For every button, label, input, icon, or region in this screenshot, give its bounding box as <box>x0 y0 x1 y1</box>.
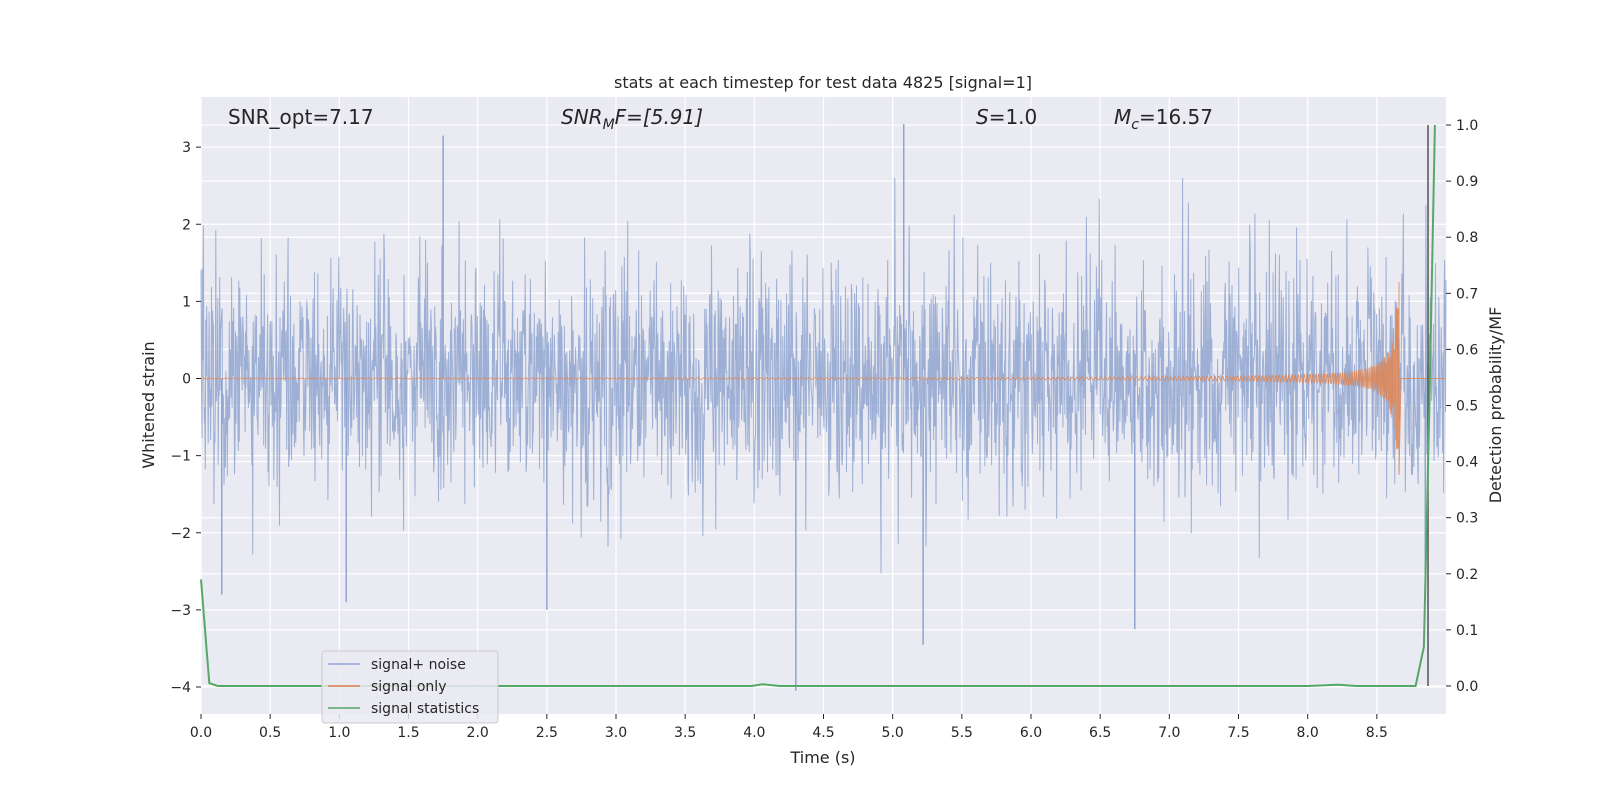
y-tick-label-left: −2 <box>170 526 191 542</box>
y-tick-label-right: 0.6 <box>1456 342 1478 358</box>
x-tick-label: 5.0 <box>882 725 904 741</box>
x-tick-label: 3.0 <box>605 725 627 741</box>
x-tick-label: 0.5 <box>259 725 281 741</box>
x-tick-label: 4.5 <box>812 725 834 741</box>
legend: signal+ noise signal only signal statist… <box>321 650 499 724</box>
annotation-snr-opt: SNR_opt=7.17 <box>228 105 374 129</box>
y-tick-label-left: 1 <box>182 294 191 310</box>
annotation-snr-mf-main: SNR <box>561 105 603 129</box>
x-tick-label: 4.0 <box>743 725 765 741</box>
x-tick-label: 7.0 <box>1158 725 1180 741</box>
y-tick-label-left: −3 <box>170 603 191 619</box>
y-tick-label-right: 0.4 <box>1456 455 1478 471</box>
annotation-mc: Mc=16.57 <box>1114 105 1213 133</box>
y-tick-label-right: 0.0 <box>1456 679 1478 695</box>
x-tick-label: 6.5 <box>1089 725 1111 741</box>
y-tick-label-left: 2 <box>182 217 191 233</box>
x-tick-label: 2.0 <box>467 725 489 741</box>
annotation-s-main: S <box>976 105 989 129</box>
x-tick-label: 0.0 <box>190 725 212 741</box>
y-tick-label-left: 3 <box>182 140 191 156</box>
x-tick-label: 3.5 <box>674 725 696 741</box>
legend-label-signal: signal only <box>371 679 446 695</box>
annotation-mc-rest: =16.57 <box>1139 105 1213 129</box>
y-tick-label-left: −1 <box>170 449 191 465</box>
y-tick-label-left: −4 <box>170 680 191 696</box>
ticks: 0.0 0.5 1.0 1.5 2.0 2.5 3.0 3.5 4.0 4.5 5.0 5.5 6.0 6… <box>170 118 1478 741</box>
x-tick-label: 7.5 <box>1227 725 1249 741</box>
y-axis-label-right: Detection probability/MF <box>1486 307 1505 504</box>
y-tick-label-right: 0.9 <box>1456 174 1478 190</box>
y-tick-label-right: 0.1 <box>1456 623 1478 639</box>
annotation-snr-mf-sub: M <box>603 117 615 133</box>
y-tick-label-right: 1.0 <box>1456 118 1478 134</box>
x-tick-label: 1.5 <box>397 725 419 741</box>
legend-box <box>321 650 499 724</box>
annotation-s: S=1.0 <box>976 105 1037 129</box>
legend-label-stat: signal statistics <box>371 701 479 717</box>
y-tick-label-right: 0.3 <box>1456 511 1478 527</box>
annotation-snr-mf: SNRMF=[5.91] <box>561 105 703 133</box>
y-tick-label-right: 0.7 <box>1456 286 1478 302</box>
annotation-snr-mf-rest: F=[5.91] <box>615 105 703 129</box>
x-tick-label: 8.5 <box>1366 725 1388 741</box>
x-tick-label: 8.0 <box>1297 725 1319 741</box>
legend-label-noise: signal+ noise <box>371 657 466 673</box>
y-tick-label-right: 0.5 <box>1456 399 1478 415</box>
chart-title: stats at each timestep for test data 482… <box>614 73 1032 92</box>
annotation-mc-main: M <box>1114 105 1131 129</box>
y-tick-label-left: 0 <box>182 372 191 388</box>
x-axis-label: Time (s) <box>789 748 855 767</box>
x-tick-label: 5.5 <box>951 725 973 741</box>
x-tick-label: 6.0 <box>1020 725 1042 741</box>
series-signal-only <box>200 282 1446 475</box>
y-tick-label-right: 0.2 <box>1456 567 1478 583</box>
x-tick-label: 1.0 <box>328 725 350 741</box>
series-signal-noise <box>200 177 1447 574</box>
y-tick-label-right: 0.8 <box>1456 230 1478 246</box>
x-tick-label: 2.5 <box>536 725 558 741</box>
annotation-mc-sub: c <box>1131 117 1139 133</box>
y-axis-label-left: Whitened strain <box>139 341 158 468</box>
annotation-s-rest: =1.0 <box>989 105 1038 129</box>
